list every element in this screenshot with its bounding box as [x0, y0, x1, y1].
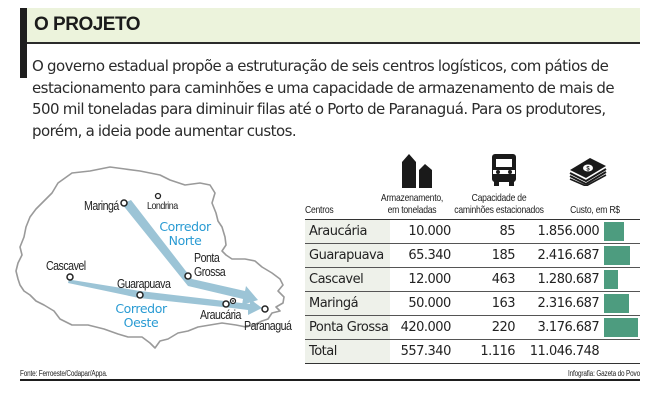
center-name: Maringá — [305, 291, 391, 316]
col-header-trucks: Capacidade de caminhões estacionados — [454, 192, 544, 216]
header-bar — [20, 8, 640, 44]
cost-bar — [604, 246, 631, 265]
total-label: Total — [305, 339, 391, 364]
trucks-value: 185 — [450, 243, 516, 268]
col-header-storage: Armazenamento, em toneladas — [380, 192, 444, 216]
col-header-cost: Custo, em R$ — [570, 204, 620, 216]
table-row: Guarapuava 65.340 185 2.416.687 — [305, 243, 640, 268]
city-label-cascavel: Cascavel — [46, 259, 86, 273]
table-total-row: Total 557.340 1.116 11.046.748 — [305, 339, 640, 364]
logistics-centers-table: Araucária 10.000 85 1.856.000 Guarapuava… — [305, 219, 640, 364]
storage-value: 50.000 — [390, 291, 451, 316]
cost-value: 1.280.687 — [515, 267, 603, 292]
cost-value: 2.316.687 — [515, 291, 603, 316]
city-label-guarapuava: Guarapuava — [117, 277, 171, 291]
storage-value: 12.000 — [390, 267, 451, 292]
money-stack-icon: $ — [569, 158, 607, 186]
center-name: Araucária — [305, 219, 391, 244]
city-label-maringa: Maringá — [84, 199, 119, 213]
corridor-oeste-label: Corredor Oeste — [115, 301, 167, 330]
paranagua-marker — [261, 305, 269, 313]
storage-value: 10.000 — [390, 219, 451, 244]
trucks-value: 85 — [450, 219, 516, 244]
silo-icon — [402, 154, 432, 188]
cost-value: 2.416.687 — [515, 243, 603, 268]
trucks-value: 163 — [450, 291, 516, 316]
truck-icon — [492, 154, 516, 186]
cost-bar — [604, 270, 619, 289]
center-name: Cascavel — [305, 267, 391, 292]
trucks-value: 220 — [450, 315, 516, 340]
storage-value: 65.340 — [390, 243, 451, 268]
total-trucks: 1.116 — [450, 339, 516, 364]
table-row: Araucária 10.000 85 1.856.000 — [305, 219, 640, 244]
page-title: O PROJETO — [34, 14, 141, 35]
cost-value: 3.176.687 — [515, 315, 603, 340]
guarapuava-marker — [136, 291, 144, 299]
parana-map: Maringá Londrina Cascavel Guarapuava Pon… — [0, 155, 305, 360]
total-cost: 11.046.748 — [515, 339, 603, 364]
svg-text:$: $ — [586, 167, 590, 173]
table-row: Ponta Grossa 420.000 220 3.176.687 — [305, 315, 640, 340]
storage-value: 420.000 — [390, 315, 451, 340]
cost-bar — [604, 318, 639, 337]
cost-value: 1.856.000 — [515, 219, 603, 244]
header-accent-bar — [20, 8, 27, 78]
cascavel-marker — [66, 273, 74, 281]
corridor-oeste-arrow — [68, 276, 262, 315]
city-label-ponta-grossa-2: Grossa — [194, 265, 226, 279]
total-storage: 557.340 — [390, 339, 451, 364]
trucks-value: 463 — [450, 267, 516, 292]
city-label-paranagua: Paranaguá — [244, 319, 292, 333]
center-name: Guarapuava — [305, 243, 391, 268]
table-row: Cascavel 12.000 463 1.280.687 — [305, 267, 640, 292]
cost-bar — [604, 222, 625, 241]
city-label-ponta-grossa-1: Ponta — [194, 251, 220, 265]
state-outline — [15, 166, 285, 349]
city-label-londrina: Londrina — [147, 200, 178, 212]
infographic-credit: Infografia: Gazeta do Povo — [568, 369, 640, 378]
source-credit: Fonte: Ferroeste/Codapar/Appa. — [20, 369, 108, 378]
intro-paragraph: O governo estadual propõe a estruturação… — [32, 57, 615, 140]
cost-bar — [604, 294, 630, 313]
londrina-marker — [154, 192, 162, 200]
corridor-norte-arrow — [122, 200, 258, 305]
maringa-marker — [120, 199, 128, 207]
center-name: Ponta Grossa — [305, 315, 391, 340]
ponta-grossa-marker — [184, 272, 192, 280]
araucaria-marker — [222, 300, 230, 308]
city-label-araucaria: Araucária — [200, 308, 241, 322]
col-header-centros: Centros — [305, 204, 334, 216]
footer-divider — [20, 379, 640, 381]
corridor-norte-label: Corredor Norte — [159, 219, 211, 248]
table-row: Maringá 50.000 163 2.316.687 — [305, 291, 640, 316]
